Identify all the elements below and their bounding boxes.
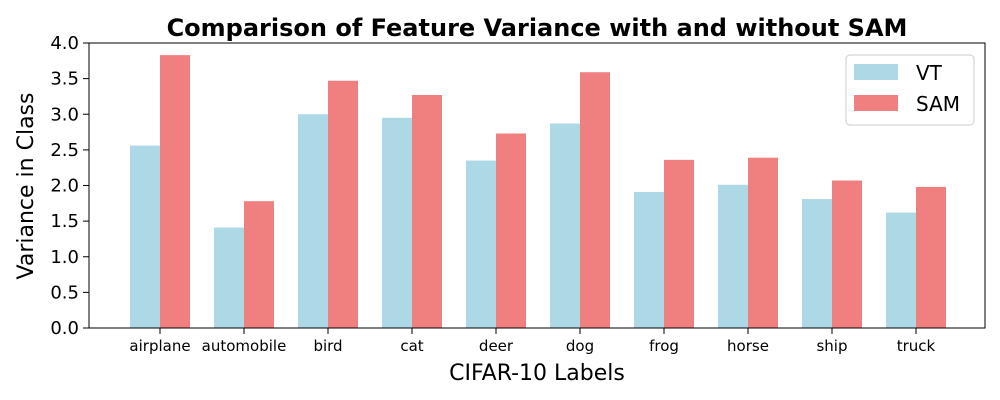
bar-vt-horse	[718, 184, 748, 328]
y-tick-label: 0.5	[50, 282, 79, 303]
y-axis-label: Variance in Class	[14, 93, 39, 280]
x-tick-label-truck: truck	[897, 337, 936, 355]
y-tick-label: 2.0	[50, 176, 79, 197]
bar-vt-ship	[802, 199, 832, 328]
x-tick-label-ship: ship	[816, 337, 847, 355]
x-tick-label-automobile: automobile	[202, 337, 287, 355]
y-tick-label: 4.0	[50, 33, 79, 54]
x-tick-label-bird: bird	[313, 337, 342, 355]
x-tick-label-dog: dog	[566, 337, 594, 355]
bar-vt-bird	[298, 114, 328, 328]
chart-title: Comparison of Feature Variance with and …	[167, 14, 908, 42]
bar-sam-deer	[496, 133, 526, 328]
bar-sam-airplane	[160, 55, 190, 329]
bars-group	[130, 55, 946, 329]
y-tick-label: 3.0	[50, 104, 79, 125]
x-tick-label-cat: cat	[400, 337, 423, 355]
y-tick-label: 1.0	[50, 247, 79, 268]
bar-vt-deer	[466, 160, 496, 328]
y-tick-label: 1.5	[50, 211, 79, 232]
bar-vt-dog	[550, 123, 580, 328]
bar-sam-automobile	[244, 201, 274, 328]
bar-vt-cat	[382, 117, 412, 328]
legend-swatch-vt	[854, 64, 898, 80]
bar-vt-airplane	[130, 145, 160, 328]
x-axis-label: CIFAR-10 Labels	[449, 361, 625, 386]
x-tick-label-frog: frog	[649, 337, 679, 355]
legend-label-vt: VT	[916, 61, 943, 85]
bar-vt-frog	[634, 191, 664, 328]
legend-label-sam: SAM	[916, 92, 960, 116]
bar-vt-automobile	[214, 227, 244, 328]
bar-sam-horse	[748, 157, 778, 328]
bar-vt-truck	[886, 212, 916, 328]
x-tick-label-airplane: airplane	[129, 337, 190, 355]
bar-sam-truck	[916, 186, 946, 328]
x-tick-label-deer: deer	[479, 337, 514, 355]
x-axis: airplane automobile bird cat deer dog frog hors…	[129, 328, 936, 355]
x-tick-label-horse: horse	[727, 337, 769, 355]
legend-swatch-sam	[854, 95, 898, 111]
bar-sam-cat	[412, 95, 442, 328]
y-tick-label: 3.5	[50, 69, 79, 90]
bar-sam-dog	[580, 72, 610, 329]
y-tick-label: 2.5	[50, 140, 79, 161]
legend: VT SAM	[845, 54, 975, 126]
bar-sam-frog	[664, 159, 694, 328]
y-axis: 0.0 0.5 1.0 1.5 2.0 2.5 3.0 3.5 4.0	[50, 33, 89, 339]
bar-sam-bird	[328, 80, 358, 328]
bar-sam-ship	[832, 180, 862, 328]
y-tick-label: 0.0	[50, 318, 79, 339]
